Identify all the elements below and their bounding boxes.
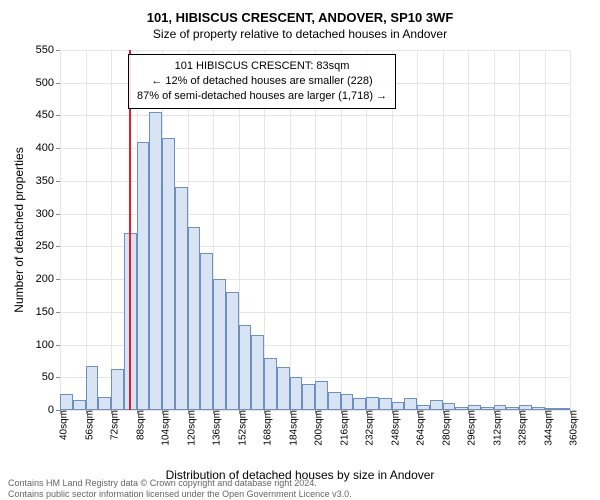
y-tick-label: 450 [14, 109, 54, 121]
histogram-bar [290, 377, 303, 410]
histogram-bar [264, 358, 277, 410]
histogram-bar [545, 408, 558, 410]
x-tick-label: 296sqm [463, 410, 478, 446]
x-tick-label: 152sqm [233, 410, 248, 446]
histogram-bar [86, 366, 99, 410]
info-line-3: 87% of semi-detached houses are larger (… [137, 89, 387, 104]
y-tick-label: 50 [14, 371, 54, 383]
histogram-bar [519, 405, 532, 410]
histogram-bar [353, 398, 366, 410]
histogram-bar [277, 367, 290, 410]
histogram-bar [468, 405, 481, 410]
grid-line-vertical [494, 50, 495, 410]
histogram-bar [404, 398, 417, 410]
histogram-bar [494, 405, 507, 410]
histogram-bar [226, 292, 239, 410]
x-tick-label: 168sqm [259, 410, 274, 446]
histogram-bar [149, 112, 162, 410]
footer: Contains HM Land Registry data © Crown c… [8, 478, 352, 500]
x-tick-label: 216sqm [335, 410, 350, 446]
y-tick-label: 500 [14, 77, 54, 89]
grid-line-vertical [570, 50, 571, 410]
histogram-bar [60, 394, 73, 410]
x-tick-label: 248sqm [386, 410, 401, 446]
histogram-bar [200, 253, 213, 410]
x-tick-label: 328sqm [514, 410, 529, 446]
histogram-bar [162, 138, 175, 410]
grid-line-vertical [417, 50, 418, 410]
grid-line-vertical [60, 50, 61, 410]
histogram-bar [73, 400, 86, 410]
chart-title: 101, HIBISCUS CRESCENT, ANDOVER, SP10 3W… [0, 0, 600, 25]
grid-line-vertical [519, 50, 520, 410]
grid-line-vertical [443, 50, 444, 410]
x-tick-label: 360sqm [565, 410, 580, 446]
y-tick-label: 0 [14, 404, 54, 416]
x-tick-label: 120sqm [182, 410, 197, 446]
y-tick-label: 150 [14, 306, 54, 318]
histogram-bar [302, 384, 315, 410]
histogram-bar [239, 325, 252, 410]
plot-area: Number of detached properties 0501001502… [60, 50, 570, 410]
footer-line-1: Contains HM Land Registry data © Crown c… [8, 478, 352, 489]
histogram-bar [430, 400, 443, 410]
x-tick-label: 72sqm [106, 410, 121, 440]
x-tick-label: 88sqm [131, 410, 146, 440]
histogram-bar [379, 398, 392, 410]
x-tick-label: 40sqm [55, 410, 70, 440]
y-tick-label: 550 [14, 44, 54, 56]
histogram-bar [111, 369, 124, 410]
histogram-bar [417, 405, 430, 410]
info-line-1: 101 HIBISCUS CRESCENT: 83sqm [137, 59, 387, 74]
grid-line-vertical [468, 50, 469, 410]
info-line-2: ← 12% of detached houses are smaller (22… [137, 74, 387, 89]
histogram-bar [532, 407, 545, 410]
y-tick-label: 200 [14, 273, 54, 285]
x-tick-label: 104sqm [157, 410, 172, 446]
grid-line-vertical [86, 50, 87, 410]
histogram-bar [341, 394, 354, 410]
histogram-bar [328, 392, 341, 410]
grid-line-vertical [545, 50, 546, 410]
y-tick-label: 250 [14, 240, 54, 252]
x-tick-label: 232sqm [361, 410, 376, 446]
histogram-bar [392, 402, 405, 410]
histogram-bar [98, 397, 111, 410]
histogram-bar [213, 279, 226, 410]
x-tick-label: 184sqm [284, 410, 299, 446]
histogram-bar [443, 403, 456, 410]
chart-container: 101, HIBISCUS CRESCENT, ANDOVER, SP10 3W… [0, 0, 600, 500]
histogram-bar [188, 227, 201, 410]
y-tick-label: 100 [14, 339, 54, 351]
histogram-bar [315, 381, 328, 410]
x-tick-label: 56sqm [80, 410, 95, 440]
histogram-bar [137, 142, 150, 410]
histogram-bar [506, 407, 519, 410]
x-tick-label: 200sqm [310, 410, 325, 446]
grid-line-vertical [111, 50, 112, 410]
y-axis-label-container: Number of detached properties [12, 50, 26, 410]
y-axis-label: Number of detached properties [12, 147, 26, 312]
x-tick-label: 280sqm [437, 410, 452, 446]
histogram-bar [557, 408, 570, 410]
histogram-bar [481, 407, 494, 410]
x-tick-label: 312sqm [488, 410, 503, 446]
chart-subtitle: Size of property relative to detached ho… [0, 25, 600, 41]
y-tick-label: 400 [14, 142, 54, 154]
histogram-bar [366, 397, 379, 410]
histogram-bar [251, 335, 264, 410]
footer-line-2: Contains public sector information licen… [8, 489, 352, 500]
y-tick-label: 350 [14, 175, 54, 187]
histogram-bar [175, 187, 188, 410]
x-tick-label: 264sqm [412, 410, 427, 446]
histogram-bar [455, 407, 468, 410]
x-tick-label: 136sqm [208, 410, 223, 446]
x-tick-label: 344sqm [539, 410, 554, 446]
info-box: 101 HIBISCUS CRESCENT: 83sqm ← 12% of de… [128, 54, 396, 109]
y-tick-label: 300 [14, 208, 54, 220]
